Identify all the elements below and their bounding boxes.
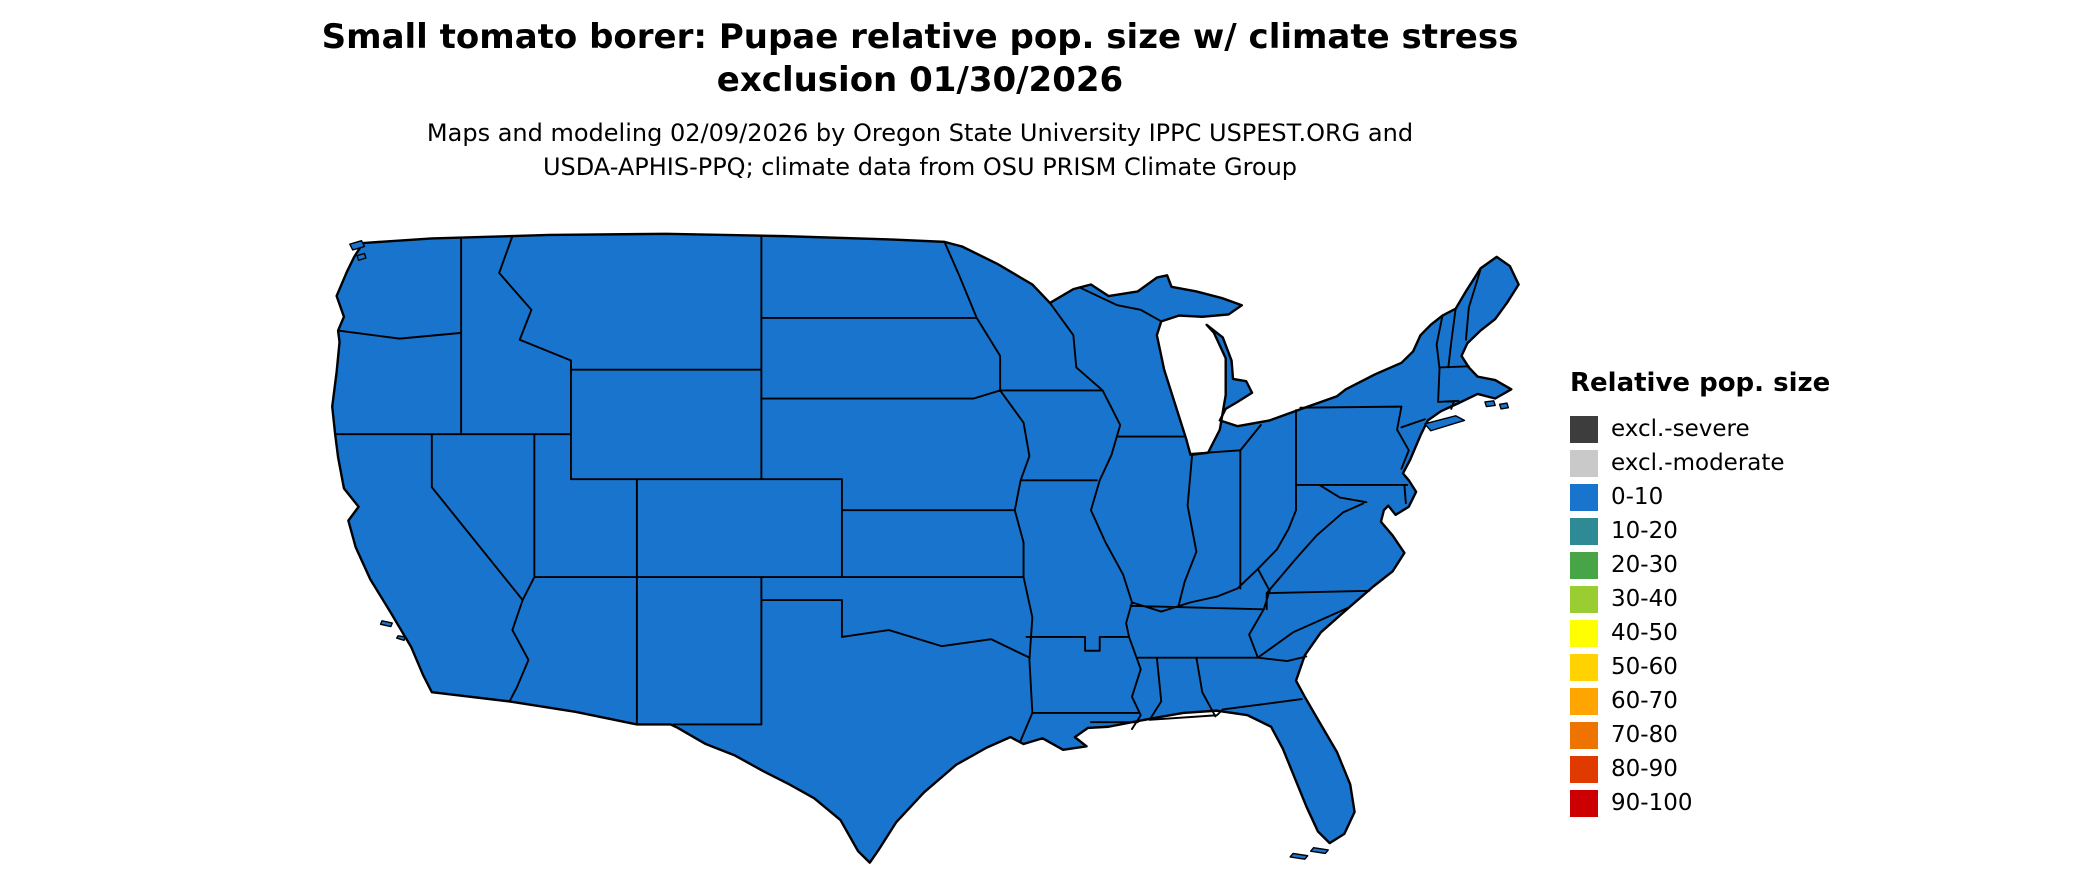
us-map-container: [300, 220, 1545, 888]
legend-label: 20-30: [1611, 552, 1678, 578]
subtitle-line-1: Maps and modeling 02/09/2026 by Oregon S…: [426, 118, 1414, 147]
legend-swatch: [1570, 517, 1598, 545]
legend-item: 10-20: [1570, 514, 1830, 548]
legend-label: 70-80: [1611, 722, 1678, 748]
legend-swatch: [1570, 789, 1598, 817]
legend-label: 50-60: [1611, 654, 1678, 680]
legend-label: 60-70: [1611, 688, 1678, 714]
title-line-1: Small tomato borer: Pupae relative pop. …: [321, 17, 1519, 57]
legend-swatch: [1570, 449, 1598, 477]
legend-swatch: [1570, 653, 1598, 681]
legend-label: excl.-moderate: [1611, 450, 1785, 476]
legend-item: 80-90: [1570, 752, 1830, 786]
legend-item: 40-50: [1570, 616, 1830, 650]
legend-item: 60-70: [1570, 684, 1830, 718]
title-line-2: exclusion 01/30/2026: [716, 59, 1124, 100]
legend-swatch: [1570, 483, 1598, 511]
legend-label: 0-10: [1611, 484, 1664, 510]
legend-label: 80-90: [1611, 756, 1678, 782]
us-map: [300, 220, 1545, 888]
legend-item: 90-100: [1570, 786, 1830, 820]
legend-swatch: [1570, 755, 1598, 783]
legend-swatch: [1570, 619, 1598, 647]
legend-item: 30-40: [1570, 582, 1830, 616]
legend-swatch: [1570, 585, 1598, 613]
state-borders: [335, 236, 1480, 740]
legend-item: 50-60: [1570, 650, 1830, 684]
header: Small tomato borer: Pupae relative pop. …: [0, 16, 1840, 184]
page-subtitle: Maps and modeling 02/09/2026 by Oregon S…: [0, 116, 1840, 184]
legend-label: 10-20: [1611, 518, 1678, 544]
legend-swatch: [1570, 721, 1598, 749]
legend-label: 40-50: [1611, 620, 1678, 646]
legend-swatch: [1570, 415, 1598, 443]
legend-label: 30-40: [1611, 586, 1678, 612]
legend-swatch: [1570, 551, 1598, 579]
us-outline: [332, 234, 1518, 863]
legend-swatch: [1570, 687, 1598, 715]
islands: [350, 241, 1509, 859]
legend-item: excl.-severe: [1570, 412, 1830, 446]
legend-item: 20-30: [1570, 548, 1830, 582]
subtitle-line-2: USDA-APHIS-PPQ; climate data from OSU PR…: [542, 152, 1298, 181]
page-title: Small tomato borer: Pupae relative pop. …: [0, 16, 1840, 102]
legend-label: 90-100: [1611, 790, 1693, 816]
legend-item: 0-10: [1570, 480, 1830, 514]
legend-item: 70-80: [1570, 718, 1830, 752]
legend-title: Relative pop. size: [1570, 368, 1831, 398]
legend: Relative pop. size excl.-severe excl.-mo…: [1570, 368, 1830, 820]
legend-label: excl.-severe: [1611, 416, 1750, 442]
us-states: [332, 234, 1518, 863]
legend-item: excl.-moderate: [1570, 446, 1830, 480]
